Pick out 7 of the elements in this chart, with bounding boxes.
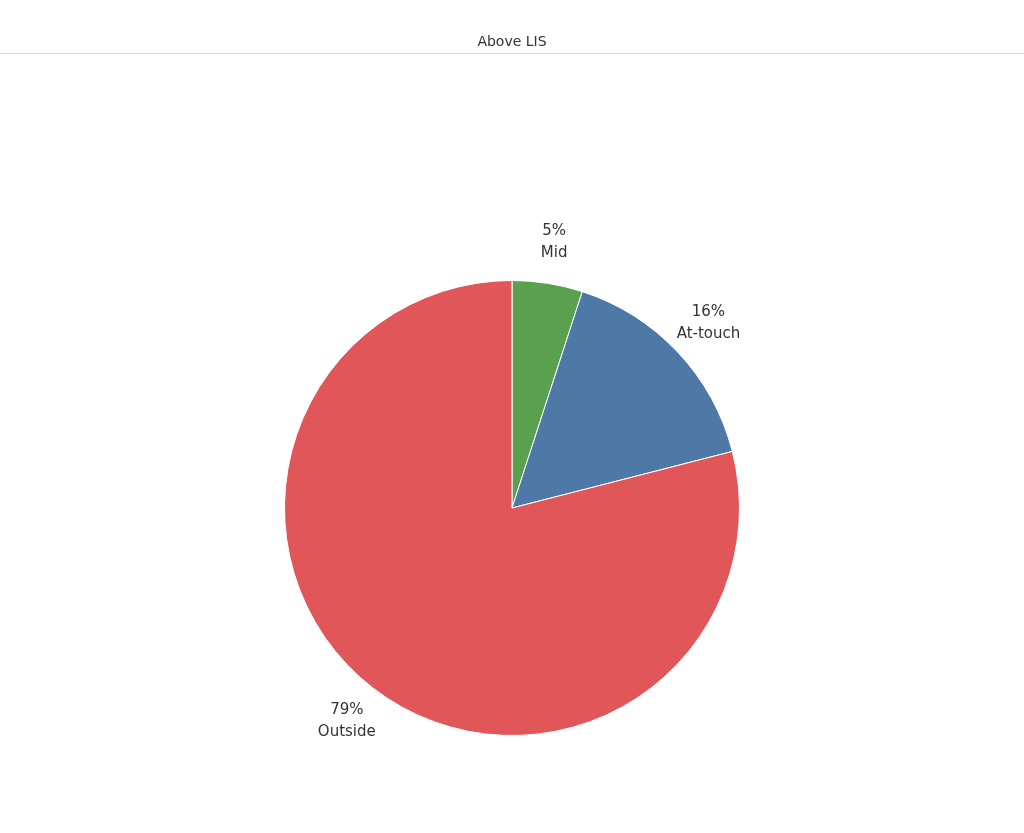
data-label: 5% [542, 220, 567, 239]
chart-title: Above LIS [0, 0, 1024, 54]
slice-label: At-touch [676, 324, 741, 343]
data-label: 16% [691, 302, 726, 321]
slice-label: Outside [317, 721, 376, 740]
data-label: 79% [330, 699, 364, 718]
slice-label: Mid [540, 242, 568, 261]
